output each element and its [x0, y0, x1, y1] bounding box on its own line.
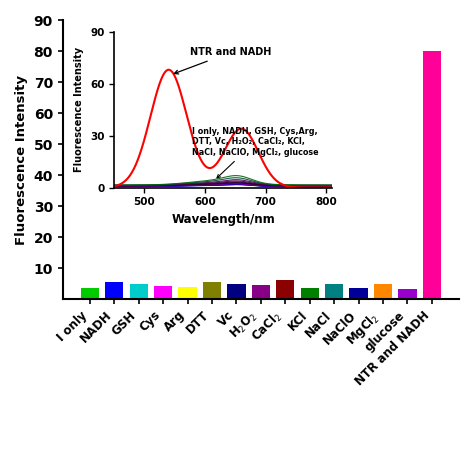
Bar — [252, 285, 270, 299]
Bar — [374, 283, 392, 299]
Bar — [178, 287, 197, 299]
Bar — [276, 280, 294, 299]
Bar — [105, 282, 123, 299]
Bar — [325, 284, 343, 299]
Bar — [203, 282, 221, 299]
Bar — [301, 288, 319, 299]
Bar — [129, 284, 148, 299]
Bar — [398, 289, 417, 299]
Bar — [154, 286, 172, 299]
Bar — [81, 288, 99, 299]
Bar — [227, 284, 246, 299]
Bar — [423, 52, 441, 299]
Y-axis label: Fluorescence Intensity: Fluorescence Intensity — [15, 75, 28, 245]
Bar — [349, 288, 368, 299]
